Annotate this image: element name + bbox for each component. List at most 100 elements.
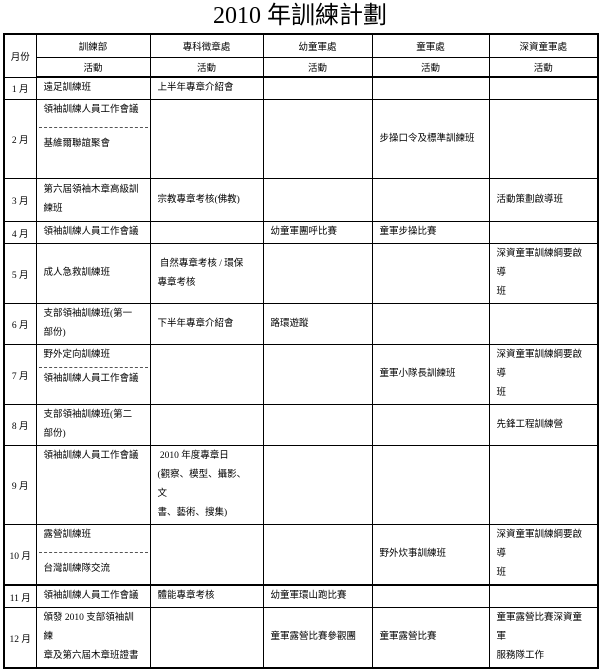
activity-entry: 下半年專章介紹會 [157,318,234,329]
activity-cell: 深資童軍訓練綱要啟導 班 [488,524,599,586]
activity-entry: 先鋒工程訓練營 [496,419,564,430]
month-cell: 5 月 [3,243,37,304]
activity-entry: 領袖訓練人員工作會議 [43,591,139,601]
activity-cell: 支部領袖訓練班(第二 部份) [35,404,151,446]
activity-entry: 自然專章考核 / 環保 專章考核 [157,258,244,288]
plan-table-body: 1 月遠足訓練班 上半年專章介紹會 2 月領袖訓練人員工作會議 基維爾聯誼聚會 步操口令… [3,76,599,669]
activity-entry: 野外定向訓練班 [43,350,111,360]
activity-cell [262,99,373,179]
activity-cell: 體能專章考核 [149,584,264,608]
activity-entry: 野外炊事訓練班 [379,549,447,559]
activity-cell [149,221,264,244]
activity-cell [262,243,373,304]
activity-entry: 步操口令及標準訓練班 [379,133,475,144]
month-cell: 7 月 [3,344,37,405]
activity-entry: 活動策劃啟導班 [496,194,564,205]
activity-entry: 童軍露營比賽深資童軍 服務隊工作 [496,613,583,661]
activity-entry: 宗教專章考核(佛教) [157,194,240,205]
table-header: 月份 訓練部 專科徵章處 幼童軍處 童軍處 深資童軍處 活動 活動 活動 活動 … [3,33,599,78]
activity-cell: 童軍露營比賽 [371,607,490,669]
activity-entry: 深資童軍訓練綱要啟導 班 [496,350,583,398]
activity-header: 活動 [262,56,373,78]
activity-cell: 2010 年度專章日 (觀察、模型、攝影、文 書、藝術、搜集) [149,445,264,525]
activity-header: 活動 [149,56,264,78]
table-row: 4 月領袖訓練人員工作會議 幼童軍團呼比賽 童軍步操比賽 [3,221,599,244]
activity-cell [262,76,373,100]
month-cell: 8 月 [3,404,37,446]
activity-cell: 頒發 2010 支部領袖訓練 章及第六屆木章班證書 [35,607,151,669]
column-header-cub-scouts: 幼童軍處 [262,33,373,58]
table-row: 8 月支部領袖訓練班(第二 部份) 先鋒工程訓練營 [3,404,599,446]
activity-header: 活動 [371,56,490,78]
activity-cell [262,344,373,405]
table-row: 5 月成人急救訓練班 自然專章考核 / 環保 專章考核 深資童軍訓練綱要啟導 班 [3,243,599,304]
dashed-divider [38,127,148,128]
table-row: 7 月野外定向訓練班 領袖訓練人員工作會議 童軍小隊長訓練班 深資童軍訓練綱要啟導 班 [3,344,599,405]
activity-cell: 幼童軍環山跑比賽 [262,584,373,608]
month-cell: 1 月 [3,76,37,100]
activity-cell [371,178,490,222]
activity-entry: 領袖訓練人員工作會議 [43,451,139,461]
activity-entry: 幼童軍環山跑比賽 [270,591,347,601]
activity-entry: 2010 年度專章日 (觀察、模型、攝影、文 書、藝術、搜集) [157,451,247,518]
activity-entry: 幼童軍團呼比賽 [270,227,338,237]
activity-cell [371,404,490,446]
activity-cell: 活動策劃啟導班 [488,178,599,222]
header-row-names: 月份 訓練部 專科徵章處 幼童軍處 童軍處 深資童軍處 [3,33,599,78]
dashed-divider [38,552,148,553]
activity-cell: 先鋒工程訓練營 [488,404,599,446]
column-header-scouts: 童軍處 [371,33,490,58]
activity-entry: 深資童軍訓練綱要啟導 班 [496,249,583,297]
activity-header: 活動 [35,56,151,78]
table-row: 9 月領袖訓練人員工作會議 2010 年度專章日 (觀察、模型、攝影、文 書、藝… [3,445,599,525]
activity-cell [149,524,264,586]
activity-entry: 領袖訓練人員工作會議 [43,105,139,115]
activity-entry: 童軍小隊長訓練班 [379,369,456,379]
activity-cell: 童軍露營比賽參觀團 [262,607,373,669]
activity-entry: 深資童軍訓練綱要啟導 班 [496,530,583,578]
table-row: 12 月頒發 2010 支部領袖訓練 章及第六屆木章班證書 童軍露營比賽參觀團 童軍… [3,607,599,669]
activity-cell: 領袖訓練人員工作會議 [35,221,151,244]
month-cell: 6 月 [3,303,37,345]
activity-entry: 童軍露營比賽參觀團 [270,632,357,642]
activity-cell: 領袖訓練人員工作會議 基維爾聯誼聚會 [35,99,151,179]
table-row: 6 月支部領袖訓練班(第一 部份) 下半年專章介紹會 路環遊蹤 [3,303,599,345]
table-row: 2 月領袖訓練人員工作會議 基維爾聯誼聚會 步操口令及標準訓練班 [3,99,599,179]
activity-cell [371,584,490,608]
activity-cell: 遠足訓練班 [35,76,151,100]
activity-cell: 路環遊蹤 [262,303,373,345]
activity-header: 活動 [488,56,599,78]
month-column-header: 月份 [3,33,37,78]
activity-entry: 童軍露營比賽 [379,632,437,642]
month-cell: 4 月 [3,221,37,244]
activity-cell [262,404,373,446]
activity-cell [488,303,599,345]
activity-entry: 露營訓練班 [43,530,92,540]
activity-entry: 童軍步操比賽 [379,227,437,237]
activity-cell: 深資童軍訓練綱要啟導 班 [488,243,599,304]
header-row-activity: 活動 活動 活動 活動 活動 [4,56,599,78]
activity-cell: 宗教專章考核(佛教) [149,178,264,222]
activity-cell: 步操口令及標準訓練班 [371,99,490,179]
activity-cell [262,445,373,525]
activity-entry: 頒發 2010 支部領袖訓練 章及第六屆木章班證書 [43,613,139,661]
activity-cell: 領袖訓練人員工作會議 [35,584,151,608]
dashed-divider [38,367,148,368]
activity-cell [488,221,599,244]
column-header-rover-scouts: 深資童軍處 [488,33,599,58]
activity-entry: 領袖訓練人員工作會議 [43,227,139,237]
activity-cell [371,303,490,345]
activity-cell [488,445,599,525]
month-cell: 3 月 [3,178,37,222]
activity-cell [488,99,599,179]
activity-cell: 自然專章考核 / 環保 專章考核 [149,243,264,304]
activity-cell [149,99,264,179]
activity-cell: 領袖訓練人員工作會議 [35,445,151,525]
table-row: 11 月領袖訓練人員工作會議 體能專章考核 幼童軍環山跑比賽 [3,584,599,608]
activity-cell: 童軍露營比賽深資童軍 服務隊工作 [488,607,599,669]
activity-cell [262,524,373,586]
activity-entry: 路環遊蹤 [270,318,309,329]
activity-entry: 成人急救訓練班 [43,268,111,278]
activity-entry: 第六屆領袖木章高級訓 練班 [43,185,139,214]
